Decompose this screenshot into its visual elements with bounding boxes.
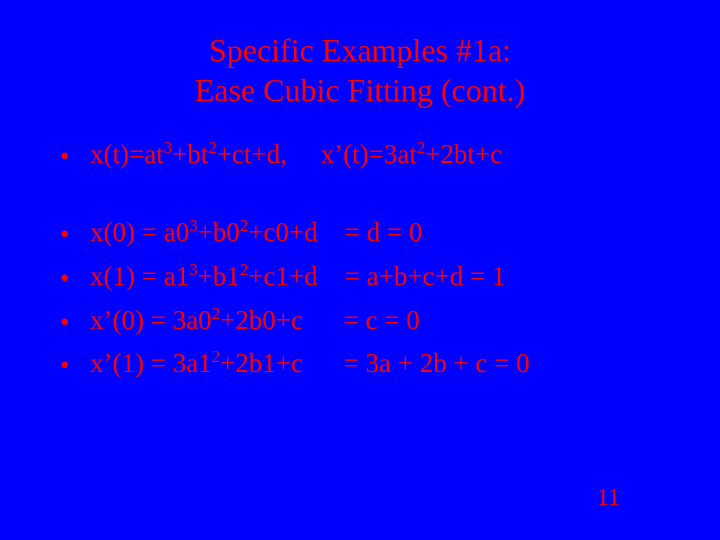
bullet-text: x(0) = a03+b02+c0+d = d = 0 (90, 212, 680, 254)
bullet-dot-icon: • (60, 134, 90, 178)
list-item: •x’(0) = 3a02+2b0+c = c = 0 (60, 300, 680, 344)
list-item: •x(0) = a03+b02+c0+d = d = 0 (60, 212, 680, 256)
bullet-dot-icon: • (60, 256, 90, 300)
bullet-text: x’(1) = 3a12+2b1+c = 3a + 2b + c = 0 (90, 343, 680, 385)
bullet-dot-icon: • (60, 212, 90, 256)
bullet-list: •x(t)=at3+bt2+ct+d, x’(t)=3at2+2bt+c•x(0… (0, 134, 720, 387)
slide-title: Specific Examples #1a: Ease Cubic Fittin… (0, 0, 720, 134)
bullet-text: x(1) = a13+b12+c1+d = a+b+c+d = 1 (90, 256, 680, 298)
bullet-dot-icon: • (60, 343, 90, 387)
bullet-text: x’(0) = 3a02+2b0+c = c = 0 (90, 300, 680, 342)
list-item: •x’(1) = 3a12+2b1+c = 3a + 2b + c = 0 (60, 343, 680, 387)
bullet-dot-icon: • (60, 300, 90, 344)
bullet-text: x(t)=at3+bt2+ct+d, x’(t)=3at2+2bt+c (90, 134, 680, 176)
page-number: 11 (597, 485, 620, 512)
title-line-2: Ease Cubic Fitting (cont.) (0, 70, 720, 110)
list-item: •x(t)=at3+bt2+ct+d, x’(t)=3at2+2bt+c (60, 134, 680, 178)
title-line-1: Specific Examples #1a: (0, 30, 720, 70)
list-item: •x(1) = a13+b12+c1+d = a+b+c+d = 1 (60, 256, 680, 300)
